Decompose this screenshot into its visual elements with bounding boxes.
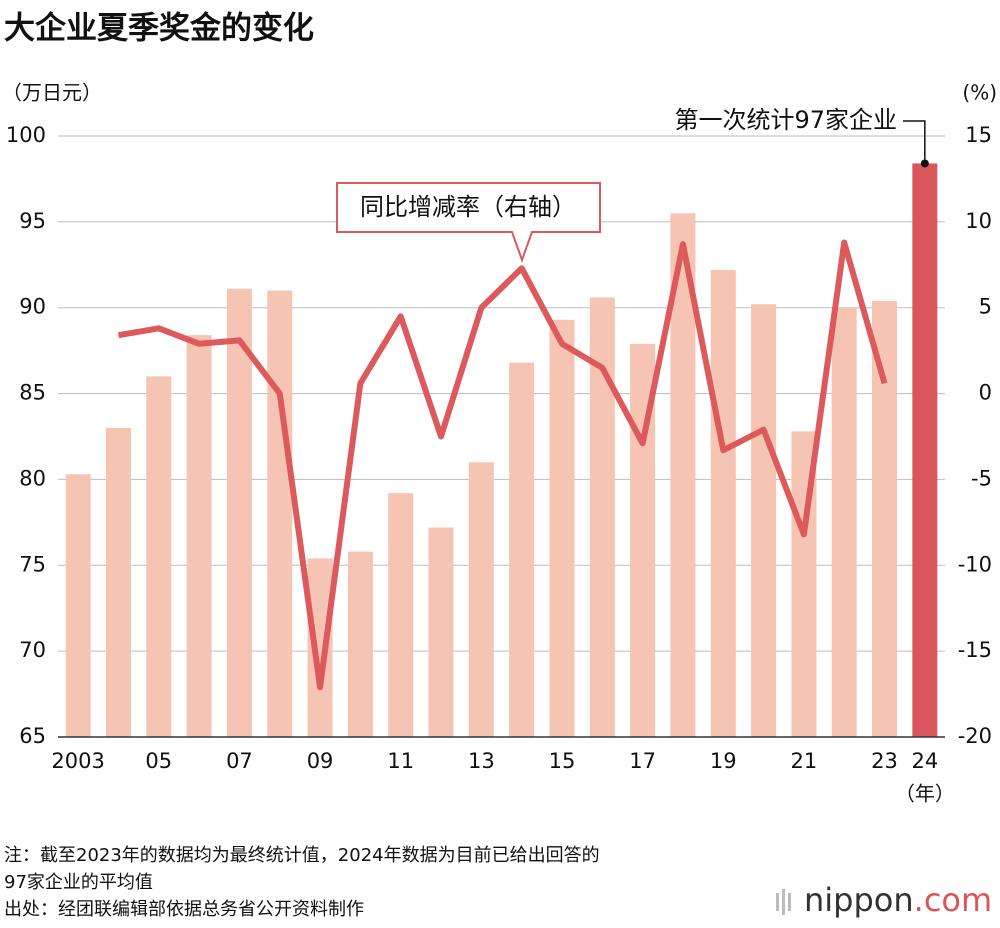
bar (428, 527, 454, 737)
x-tick-label: 2003 (51, 749, 104, 773)
annotation: 第一次统计97家企业 (674, 106, 897, 134)
bar (549, 319, 575, 737)
x-tick-label: 19 (710, 749, 737, 773)
y2-tick-label: 5 (979, 295, 992, 319)
source: 出处：经团联编辑部依据总务省公开资料制作 (4, 899, 364, 920)
line (117, 239, 888, 691)
x-tick-label: 13 (468, 749, 495, 773)
logo-suffix: .com (914, 881, 993, 919)
note: 97家企业的平均值 (4, 872, 153, 893)
bar (468, 462, 494, 737)
y2-tick-label: 15 (965, 123, 992, 147)
bar (710, 269, 736, 737)
bar (347, 551, 373, 737)
y2-tick-label: 10 (965, 209, 992, 233)
x-tick-label: 23 (871, 749, 898, 773)
bar (831, 307, 857, 737)
y2-axis-label: (%) (962, 81, 997, 105)
leader-dot (920, 159, 929, 168)
y-tick-label: 80 (19, 466, 46, 490)
y2-tick-label: -5 (971, 466, 992, 490)
bar (912, 163, 938, 737)
logo: nippon.com (776, 881, 992, 919)
chart-title: 大企业夏季奖金的变化 (4, 11, 314, 47)
x-tick-label: 11 (387, 749, 414, 773)
logo-name: nippon (804, 881, 914, 919)
logo-text: nippon.com (804, 881, 992, 919)
x-tick-label: 09 (307, 749, 334, 773)
y-tick-label: 65 (19, 724, 46, 748)
x-tick-label: 07 (226, 749, 253, 773)
x-tick-label: 15 (549, 749, 576, 773)
logo-icon (776, 893, 779, 911)
y2-tick-label: -15 (958, 638, 992, 662)
x-axis-label: （年） (895, 782, 955, 806)
bar (751, 304, 777, 737)
bar (872, 300, 898, 737)
x-tick-label: 17 (629, 749, 656, 773)
bar (186, 335, 212, 737)
bar (307, 558, 333, 737)
y-tick-label: 100 (6, 123, 46, 147)
logo-icon (782, 889, 785, 915)
x-tick-label: 05 (145, 749, 172, 773)
x-tick-label: 24 (911, 749, 938, 773)
y-tick-label: 70 (19, 638, 46, 662)
y-tick-label: 85 (19, 381, 46, 405)
y-tick-label: 95 (19, 209, 46, 233)
annotation: 同比增减率（右轴） (360, 193, 576, 221)
logo-icon (788, 893, 791, 911)
bar (105, 427, 131, 737)
bar (226, 288, 252, 737)
y2-tick-label: -10 (958, 552, 992, 576)
bar (509, 362, 535, 737)
y-tick-label: 90 (19, 295, 46, 319)
callout-box (336, 182, 601, 263)
x-tick-label: 21 (791, 749, 818, 773)
bar (267, 290, 293, 737)
y2-tick-label: -20 (958, 724, 992, 748)
bar (146, 376, 172, 737)
leader-line (903, 120, 926, 164)
y-axis-label: （万日元） (2, 81, 102, 105)
y-tick-label: 75 (19, 552, 46, 576)
bar (388, 493, 414, 737)
note: 注：截至2023年的数据均为最终统计值，2024年数据为目前已给出回答的 (4, 845, 600, 866)
bar (65, 474, 91, 737)
y2-tick-label: 0 (979, 381, 992, 405)
